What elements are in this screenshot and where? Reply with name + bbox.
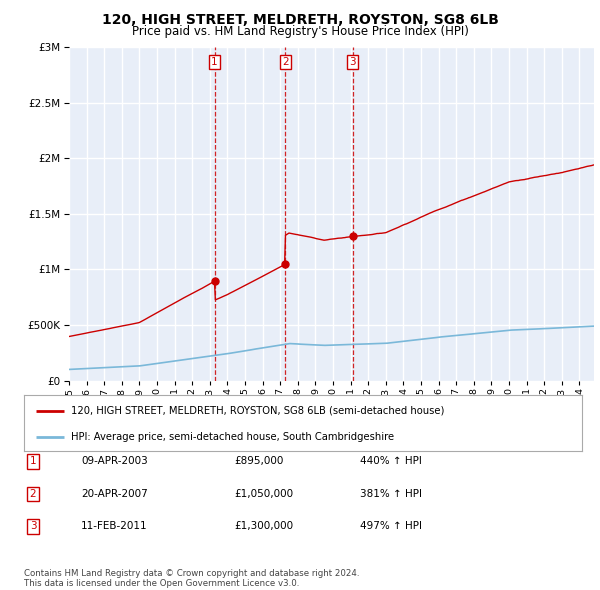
Text: £895,000: £895,000 (234, 457, 283, 466)
Text: 3: 3 (29, 522, 37, 531)
Text: 120, HIGH STREET, MELDRETH, ROYSTON, SG8 6LB (semi-detached house): 120, HIGH STREET, MELDRETH, ROYSTON, SG8… (71, 406, 445, 416)
Text: 2: 2 (282, 57, 289, 67)
Text: 2: 2 (29, 489, 37, 499)
Text: 381% ↑ HPI: 381% ↑ HPI (360, 489, 422, 499)
Text: 09-APR-2003: 09-APR-2003 (81, 457, 148, 466)
Text: 120, HIGH STREET, MELDRETH, ROYSTON, SG8 6LB: 120, HIGH STREET, MELDRETH, ROYSTON, SG8… (101, 13, 499, 27)
Text: 1: 1 (29, 457, 37, 466)
Text: Contains HM Land Registry data © Crown copyright and database right 2024.
This d: Contains HM Land Registry data © Crown c… (24, 569, 359, 588)
Text: 11-FEB-2011: 11-FEB-2011 (81, 522, 148, 531)
Text: 440% ↑ HPI: 440% ↑ HPI (360, 457, 422, 466)
Text: £1,300,000: £1,300,000 (234, 522, 293, 531)
Text: HPI: Average price, semi-detached house, South Cambridgeshire: HPI: Average price, semi-detached house,… (71, 432, 395, 442)
Text: Price paid vs. HM Land Registry's House Price Index (HPI): Price paid vs. HM Land Registry's House … (131, 25, 469, 38)
Text: 3: 3 (349, 57, 356, 67)
Text: 497% ↑ HPI: 497% ↑ HPI (360, 522, 422, 531)
Text: 1: 1 (211, 57, 218, 67)
Text: 20-APR-2007: 20-APR-2007 (81, 489, 148, 499)
Text: £1,050,000: £1,050,000 (234, 489, 293, 499)
